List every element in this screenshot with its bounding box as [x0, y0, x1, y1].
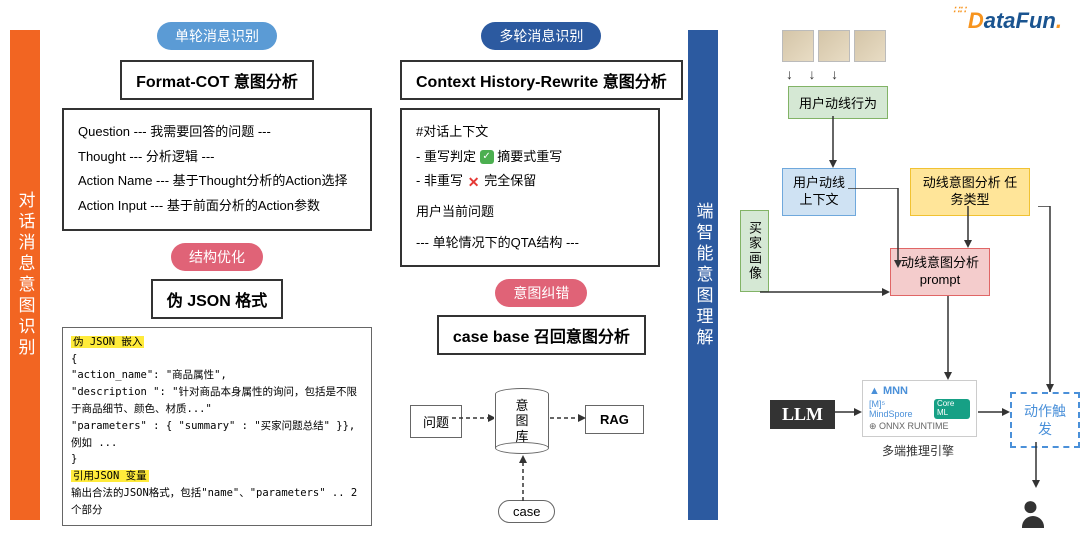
ctx-c: - 非重写 ✕ 完全保留	[416, 169, 644, 194]
inference-engines: ▲ MNN [M]⁵ MindSpore Core ML ⊕ ONNX RUNT…	[862, 380, 977, 437]
case-node: case	[498, 500, 555, 523]
struct-opt-pill: 结构优化	[171, 243, 263, 271]
multi-turn-pill: 多轮消息识别	[481, 22, 601, 50]
thumb-arrows: ↓ ↓ ↓	[786, 66, 838, 82]
person-icon: ●	[1022, 490, 1044, 528]
llm-node: LLM	[770, 400, 835, 429]
engines-caption: 多端推理引擎	[882, 442, 954, 459]
prompt-node: 动线意图分析 prompt	[890, 248, 990, 296]
json-hl2: 引用JSON 变量	[71, 470, 149, 482]
json-box: 伪 JSON 嵌入 { "action_name": "商品属性", "desc…	[62, 327, 372, 526]
question-node: 问题	[410, 405, 462, 438]
format-line-action-input: Action Input --- 基于前面分析的Action参数	[78, 194, 356, 219]
user-context-node: 用户动线 上下文	[782, 168, 856, 216]
casebase-title: case base 召回意图分析	[437, 315, 646, 355]
intent-lib-cylinder: 意图库	[495, 388, 549, 454]
json-l6: }	[71, 451, 363, 468]
ctx-e: --- 单轮情况下的QTA结构 ---	[416, 231, 644, 256]
json-l5: "parameters" : { "summary" : "买家问题总结" }}…	[71, 418, 363, 452]
cross-icon: ✕	[467, 175, 481, 189]
json-hl1: 伪 JSON 嵌入	[71, 336, 144, 348]
format-line-action-name: Action Name --- 基于Thought分析的Action选择	[78, 169, 356, 194]
thumbnails	[780, 30, 888, 67]
single-turn-pill: 单轮消息识别	[157, 22, 277, 50]
check-icon: ✓	[480, 150, 494, 164]
user-behavior-node: 用户动线行为	[788, 86, 888, 119]
ctx-d: 用户当前问题	[416, 200, 644, 225]
buyer-profile-node: 买家画像	[740, 210, 769, 292]
format-line-question: Question --- 我需要回答的问题 ---	[78, 120, 356, 145]
format-line-thought: Thought --- 分析逻辑 ---	[78, 145, 356, 170]
format-cot-title: Format-COT 意图分析	[120, 60, 314, 100]
intent-correct-pill: 意图纠错	[495, 279, 587, 307]
ctx-b: - 重写判定 ✓ 摘要式重写	[416, 145, 644, 170]
datafun-logo: ∷∷DataFun.	[953, 8, 1062, 34]
json-l4: "description ": "针对商品本身属性的询问，包括是不限于商品细节、…	[71, 384, 363, 418]
json-l2: {	[71, 351, 363, 368]
context-box: #对话上下文 - 重写判定 ✓ 摘要式重写 - 非重写 ✕ 完全保留 用户当前问…	[400, 108, 660, 267]
mid-section-label: 端智能意图理解	[688, 30, 718, 520]
json-l8: 输出合法的JSON格式，包括"name"、"parameters" .. 2个部…	[71, 485, 363, 519]
task-type-node: 动线意图分析 任务类型	[910, 168, 1030, 216]
rag-node: RAG	[585, 405, 644, 434]
context-rewrite-title: Context History-Rewrite 意图分析	[400, 60, 683, 100]
ctx-a: #对话上下文	[416, 120, 644, 145]
json-l3: "action_name": "商品属性",	[71, 367, 363, 384]
format-cot-box: Question --- 我需要回答的问题 --- Thought --- 分析…	[62, 108, 372, 231]
action-trigger-node: 动作触发	[1010, 392, 1080, 448]
left-section-label: 对话消息意图识别	[10, 30, 40, 520]
json-title: 伪 JSON 格式	[151, 279, 283, 319]
